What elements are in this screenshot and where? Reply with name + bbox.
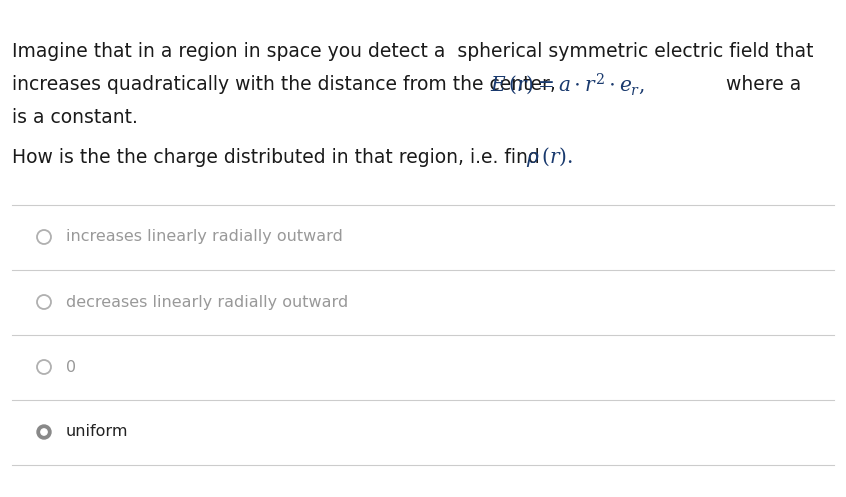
Text: $\rho\,(r).$: $\rho\,(r).$ bbox=[526, 145, 573, 169]
Text: How is the the charge distributed in that region, i.e. find: How is the the charge distributed in tha… bbox=[12, 148, 540, 167]
Text: where a: where a bbox=[726, 75, 801, 94]
Text: decreases linearly radially outward: decreases linearly radially outward bbox=[66, 295, 349, 310]
Text: Imagine that in a region in space you detect a  spherical symmetric electric fie: Imagine that in a region in space you de… bbox=[12, 42, 814, 61]
Text: increases quadratically with the distance from the center,: increases quadratically with the distanc… bbox=[12, 75, 556, 94]
Text: 0: 0 bbox=[66, 359, 76, 375]
Text: uniform: uniform bbox=[66, 424, 129, 439]
Text: increases linearly radially outward: increases linearly radially outward bbox=[66, 230, 343, 245]
Circle shape bbox=[41, 429, 47, 435]
Circle shape bbox=[37, 425, 51, 439]
Text: $E\,(r) = a \cdot r^2 \cdot e_r,$: $E\,(r) = a \cdot r^2 \cdot e_r,$ bbox=[490, 71, 645, 97]
Text: is a constant.: is a constant. bbox=[12, 108, 138, 127]
